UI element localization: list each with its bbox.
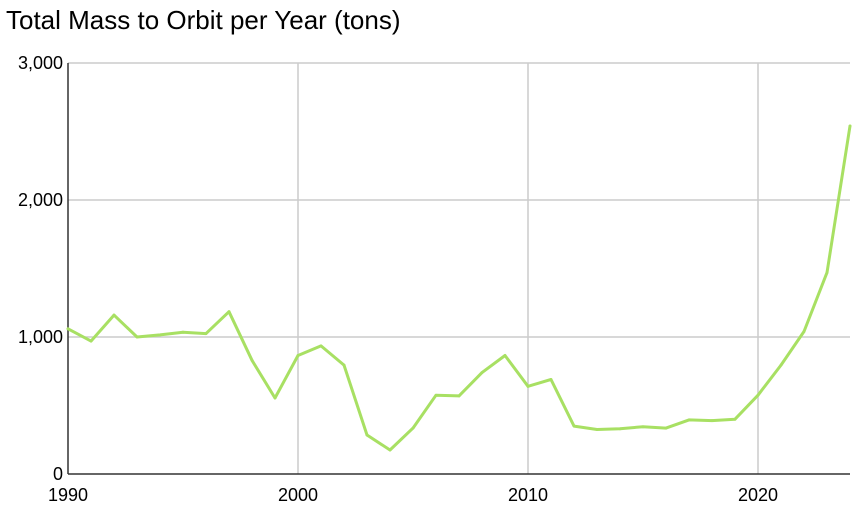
data-point bbox=[158, 333, 162, 337]
x-tick-label: 2010 bbox=[508, 485, 548, 505]
data-point bbox=[296, 354, 300, 357]
data-point bbox=[388, 448, 392, 452]
data-point bbox=[595, 428, 599, 431]
data-point bbox=[825, 271, 829, 275]
data-point bbox=[365, 433, 369, 437]
data-point bbox=[411, 426, 415, 430]
data-point bbox=[503, 354, 507, 357]
data-point bbox=[664, 426, 668, 430]
data-point bbox=[66, 327, 70, 331]
data-point bbox=[779, 363, 783, 367]
data-point bbox=[112, 313, 116, 317]
series-line bbox=[66, 124, 852, 452]
data-point bbox=[273, 396, 277, 400]
data-point bbox=[480, 371, 484, 375]
axes bbox=[67, 63, 850, 475]
x-tick-label: 2020 bbox=[738, 485, 778, 505]
data-point bbox=[135, 335, 139, 339]
data-point bbox=[687, 418, 691, 422]
data-point bbox=[526, 384, 530, 388]
y-tick-label: 1,000 bbox=[18, 327, 63, 347]
data-point bbox=[250, 358, 254, 362]
data-point bbox=[319, 344, 323, 348]
data-point bbox=[618, 427, 622, 431]
y-tick-label: 0 bbox=[53, 464, 63, 484]
data-point bbox=[89, 339, 93, 343]
data-point bbox=[204, 332, 208, 335]
data-point bbox=[549, 378, 553, 381]
data-point bbox=[733, 417, 737, 421]
x-tick-label: 1990 bbox=[48, 485, 88, 505]
data-point bbox=[342, 363, 346, 367]
chart-title: Total Mass to Orbit per Year (tons) bbox=[6, 5, 401, 35]
grid-lines bbox=[68, 62, 850, 474]
data-point bbox=[227, 310, 231, 314]
data-point bbox=[457, 394, 461, 398]
tick-labels: 0 1,000 2,000 3,000 1990 2000 2010 2020 bbox=[18, 53, 778, 505]
x-tick-label: 2000 bbox=[278, 485, 318, 505]
series-layer bbox=[66, 124, 852, 452]
data-point bbox=[802, 330, 806, 333]
data-point bbox=[848, 124, 852, 128]
data-point bbox=[434, 393, 438, 397]
data-point bbox=[710, 419, 714, 422]
data-point bbox=[641, 425, 645, 429]
y-tick-label: 3,000 bbox=[18, 53, 63, 73]
data-point bbox=[572, 424, 576, 428]
y-tick-label: 2,000 bbox=[18, 190, 63, 210]
data-point bbox=[181, 330, 185, 334]
data-point bbox=[756, 393, 760, 397]
